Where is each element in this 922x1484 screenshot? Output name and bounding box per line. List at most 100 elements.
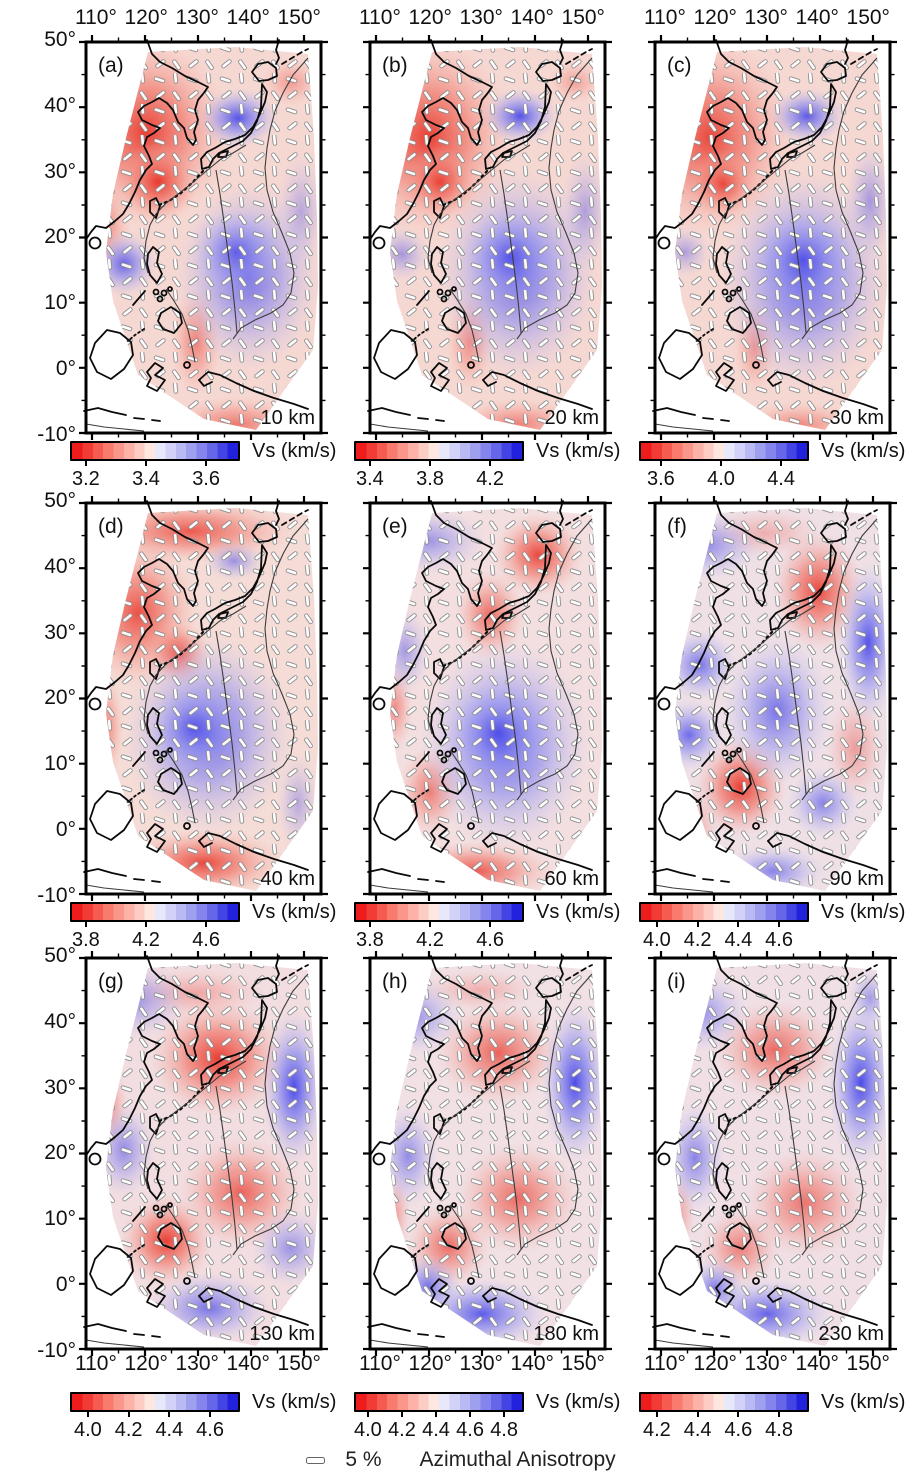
lon-tick-label: 110° <box>359 6 401 29</box>
colorbar-tick-label: 3.8 <box>72 922 100 952</box>
depth-label: 30 km <box>829 407 884 429</box>
colorbar-tick-label: 4.6 <box>456 1412 484 1442</box>
depth-label: 40 km <box>260 868 315 890</box>
lon-tick-label: 140° <box>226 1352 270 1375</box>
colorbar-b: 3.4 3.8 4.2 Vs (km/s) <box>354 440 694 493</box>
colorbar-tick-label: 4.2 <box>684 922 712 952</box>
lon-tick-label: 130° <box>175 6 219 29</box>
lon-axis-bottom-col3: 110° 120° 130° 140° 150° <box>644 1352 890 1376</box>
colorbar-gradient <box>70 1392 240 1412</box>
colorbar-ticks: 3.4 3.8 4.2 <box>356 461 504 491</box>
colorbar-gradient <box>70 902 240 922</box>
map-svg-i <box>646 949 899 1358</box>
lat-tick-label: 0° <box>55 357 76 381</box>
colorbar-tick-label: 3.6 <box>192 461 220 491</box>
colorbar-label: Vs (km/s) <box>821 901 906 923</box>
lon-tick-label: 150° <box>561 1352 605 1375</box>
colorbar-tick-label: 4.4 <box>767 461 795 491</box>
colorbar-gradient <box>639 902 809 922</box>
panel-letter: (c) <box>667 54 692 77</box>
colorbar-h: 4.0 4.2 4.4 4.6 4.8 Vs (km/s) <box>354 1391 694 1444</box>
lon-tick-label: 140° <box>226 6 270 29</box>
map-frame <box>84 956 323 1351</box>
map-panel-d: (d) 40 km <box>76 493 331 904</box>
map-panel-a: (a) 10 km <box>76 32 331 443</box>
colorbar-tick-label: 4.2 <box>476 461 504 491</box>
lon-tick-label: 120° <box>693 6 737 29</box>
lat-tick-label: 30° <box>44 620 76 644</box>
depth-label: 10 km <box>260 407 315 429</box>
colorbar-tick-label: 4.0 <box>643 922 671 952</box>
anisotropy-bars-layer <box>390 508 602 891</box>
lon-tick-label: 150° <box>277 1352 321 1375</box>
depth-label: 130 km <box>249 1323 315 1345</box>
lat-tick-label: 10° <box>44 752 76 776</box>
colorbar-tick-label: 4.2 <box>643 1412 671 1442</box>
anisotropy-legend: 5 % Azimuthal Anisotropy <box>0 1448 922 1472</box>
colorbar-gradient <box>354 441 524 461</box>
colorbar-tick-label: 4.6 <box>724 1412 752 1442</box>
lon-tick-label: 110° <box>359 1352 401 1375</box>
colorbar-label: Vs (km/s) <box>252 440 337 462</box>
lon-tick-label: 120° <box>124 6 168 29</box>
anisotropy-bars-layer <box>390 47 602 430</box>
colorbar-tick-label: 4.2 <box>132 922 160 952</box>
lon-tick-label: 150° <box>561 6 605 29</box>
colorbar-a: 3.2 3.4 3.6 Vs (km/s) <box>70 440 410 493</box>
map-frame <box>653 40 892 435</box>
colorbar-tick-label: 4.4 <box>724 922 752 952</box>
map-panel-c: (c) 30 km <box>645 32 900 443</box>
lon-tick-label: 110° <box>644 6 686 29</box>
anisotropy-bars-layer <box>675 47 887 430</box>
anisotropy-bars-layer <box>675 508 887 891</box>
lon-tick-label: 130° <box>175 1352 219 1375</box>
lon-axis-top-col2: 110° 120° 130° 140° 150° <box>359 6 605 30</box>
lon-tick-label: 140° <box>795 1352 839 1375</box>
colorbar-tick-label: 3.2 <box>72 461 100 491</box>
colorbar-e: 3.8 4.2 4.6 Vs (km/s) <box>354 901 694 954</box>
lon-tick-label: 130° <box>744 6 788 29</box>
lon-tick-label: 150° <box>846 1352 890 1375</box>
lon-tick-label: 130° <box>744 1352 788 1375</box>
colorbar-label: Vs (km/s) <box>821 440 906 462</box>
legend-label: Azimuthal Anisotropy <box>419 1448 616 1471</box>
lat-tick-label: -10° <box>37 422 76 446</box>
lat-tick-label: 20° <box>44 686 76 710</box>
lon-axis-top-col3: 110° 120° 130° 140° 150° <box>644 6 890 30</box>
lat-axis-row2: 50° 40° 30° 20° 10° 0° -10° <box>0 489 76 908</box>
map-frame <box>84 40 323 435</box>
colorbar-d: 3.8 4.2 4.6 Vs (km/s) <box>70 901 410 954</box>
lat-tick-label: 40° <box>44 93 76 117</box>
lon-tick-label: 120° <box>408 1352 452 1375</box>
colorbar-tick-label: 4.2 <box>388 1412 416 1442</box>
colorbar-gradient <box>639 441 809 461</box>
panel-letter: (a) <box>98 54 124 77</box>
colorbar-tick-label: 3.4 <box>356 461 384 491</box>
colorbar-gradient <box>639 1392 809 1412</box>
colorbar-label: Vs (km/s) <box>821 1391 906 1413</box>
anisotropy-bars-layer <box>675 963 887 1346</box>
vs-color-field <box>106 47 318 430</box>
colorbar-tick-label: 4.6 <box>476 922 504 952</box>
map-frame <box>653 501 892 896</box>
depth-label: 20 km <box>544 407 599 429</box>
map-panel-h: (h) 180 km <box>360 948 615 1359</box>
anisotropy-bars-layer <box>106 508 318 891</box>
lat-tick-label: 20° <box>44 225 76 249</box>
colorbar-ticks: 3.8 4.2 4.6 <box>72 922 220 952</box>
colorbar-tick-label: 3.4 <box>132 461 160 491</box>
colorbar-ticks: 3.8 4.2 4.6 <box>356 922 504 952</box>
lat-tick-label: 30° <box>44 1075 76 1099</box>
colorbar-label: Vs (km/s) <box>252 901 337 923</box>
panel-letter: (h) <box>382 970 408 993</box>
lat-tick-label: 10° <box>44 291 76 315</box>
map-svg-d <box>77 494 330 903</box>
map-frame <box>368 40 607 435</box>
lat-tick-label: 20° <box>44 1141 76 1165</box>
lon-tick-label: 130° <box>459 1352 503 1375</box>
colorbar-tick-label: 4.2 <box>115 1412 143 1442</box>
lon-tick-label: 150° <box>846 6 890 29</box>
legend-scale-value: 5 % <box>345 1448 382 1471</box>
lon-tick-label: 130° <box>459 6 503 29</box>
depth-label: 90 km <box>829 868 884 890</box>
